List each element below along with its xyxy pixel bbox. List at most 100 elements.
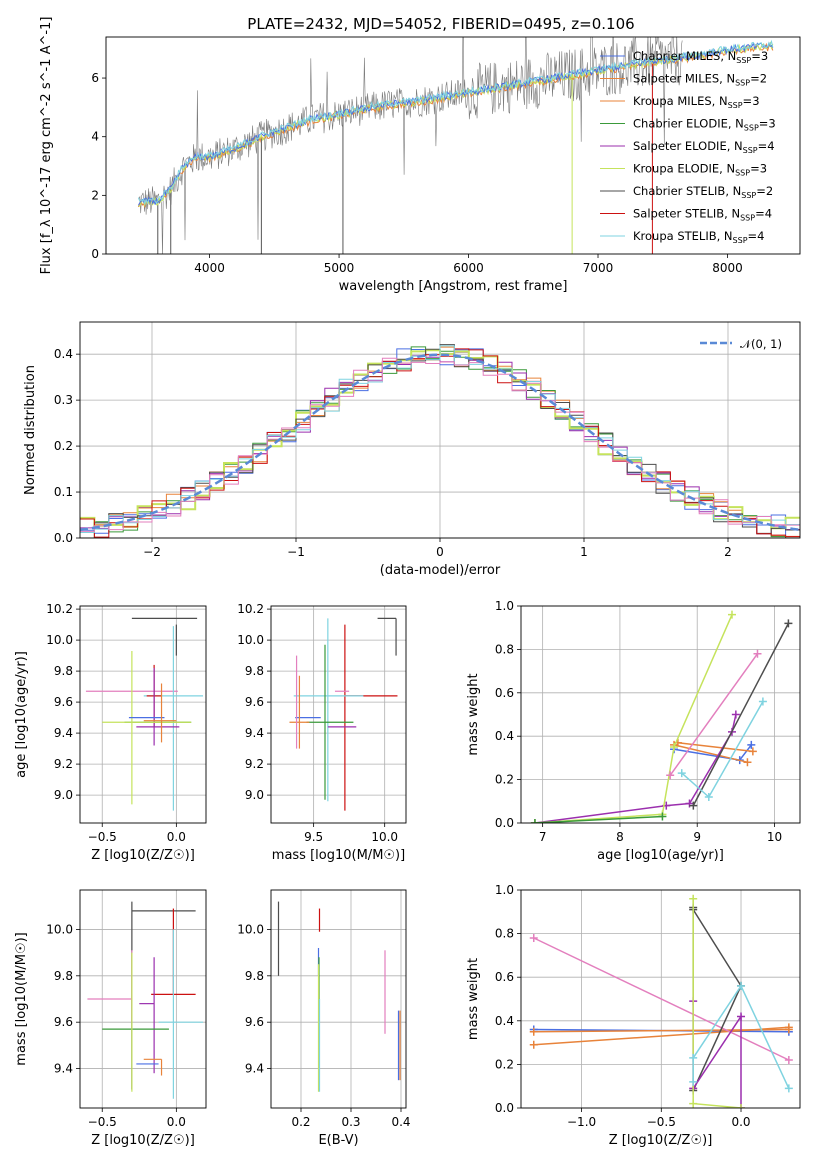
series-line bbox=[534, 614, 733, 823]
y-tick-label: 0.6 bbox=[495, 686, 514, 700]
legend-equals: = bbox=[748, 229, 758, 243]
y-tick-label: 9.6 bbox=[245, 695, 264, 709]
y-tick-label: 9.2 bbox=[245, 757, 264, 771]
x-tick-label: 2 bbox=[724, 545, 732, 559]
series-line bbox=[692, 907, 742, 1091]
y-tick-label: 0.6 bbox=[495, 970, 514, 984]
y-tick-label: 0.0 bbox=[495, 816, 514, 830]
legend-nssp-prefix: , N bbox=[724, 207, 740, 221]
x-tick-label: 10.0 bbox=[371, 830, 398, 844]
y-tick-label: 0.1 bbox=[54, 485, 73, 499]
legend-subscript: SSP bbox=[740, 214, 755, 223]
legend-nssp: 2 bbox=[760, 72, 767, 86]
legend-nssp: 2 bbox=[766, 184, 773, 198]
series-line bbox=[534, 714, 737, 823]
x-tick-label: 4000 bbox=[194, 261, 225, 275]
x-axis-label: Z [log10(Z/Z☉)] bbox=[91, 1133, 195, 1148]
y-tick-label: 9.2 bbox=[54, 757, 73, 771]
y-axis-label: mass weight bbox=[466, 673, 481, 755]
legend-nssp: 3 bbox=[761, 49, 768, 63]
legend-nssp-prefix: , N bbox=[728, 117, 744, 131]
x-axis-label: age [log10(age/yr)] bbox=[597, 848, 724, 863]
legend-nssp-prefix: , N bbox=[712, 94, 728, 108]
legend: 𝒩(0, 1) bbox=[700, 337, 782, 351]
y-tick-label: 4 bbox=[91, 130, 99, 144]
axes-frame bbox=[105, 36, 801, 255]
axes-frame bbox=[520, 605, 801, 824]
legend-subscript: SSP bbox=[741, 191, 756, 200]
plot-area bbox=[529, 894, 793, 1108]
series-marker bbox=[658, 812, 667, 821]
y-tick-label: 9.4 bbox=[245, 726, 264, 740]
series-marker bbox=[727, 610, 736, 619]
legend-equals: = bbox=[743, 94, 753, 108]
y-tick-label: 0 bbox=[91, 247, 99, 261]
series-line bbox=[669, 653, 759, 776]
y-axis-label: mass [log10(M/M☉)] bbox=[14, 932, 29, 1065]
x-axis-label: mass [log10(M/M☉)] bbox=[272, 848, 405, 863]
x-tick-label: 0 bbox=[436, 545, 444, 559]
y-tick-label: 6 bbox=[91, 71, 99, 85]
y-tick-label: 0.3 bbox=[54, 393, 73, 407]
legend-nssp-prefix: , N bbox=[725, 184, 741, 198]
y-tick-label: 0.8 bbox=[495, 642, 514, 656]
legend-subscript: SSP bbox=[733, 236, 748, 245]
series-marker bbox=[529, 1040, 538, 1049]
series-marker bbox=[784, 619, 793, 628]
grid bbox=[271, 606, 406, 823]
legend-label: Chabrier ELODIE, NSSP=3 bbox=[633, 117, 776, 133]
y-tick-label: 1.0 bbox=[495, 883, 514, 897]
series-marker bbox=[737, 981, 746, 990]
x-tick-label: 9.5 bbox=[304, 830, 323, 844]
x-tick-label: 0.3 bbox=[341, 1115, 360, 1129]
x-tick-label: 0.0 bbox=[167, 1115, 186, 1129]
legend-label: Salpeter MILES, NSSP=2 bbox=[633, 72, 767, 88]
legend-name: Salpeter ELODIE bbox=[633, 139, 727, 153]
ticks: 4000 5000 6000 7000 8000 0 2 4 6 bbox=[91, 71, 742, 275]
y-tick-label: 9.0 bbox=[54, 788, 73, 802]
axes-frame bbox=[520, 889, 801, 1109]
series-marker bbox=[753, 649, 762, 658]
grid bbox=[271, 890, 406, 1108]
plot-area bbox=[80, 344, 800, 538]
y-tick-label: 9.0 bbox=[245, 788, 264, 802]
series-line bbox=[692, 623, 790, 806]
x-tick-label: −0.5 bbox=[647, 1115, 676, 1129]
legend-name: Kroupa MILES bbox=[633, 94, 712, 108]
figure-title: PLATE=2432, MJD=54052, FIBERID=0495, z=0… bbox=[247, 15, 634, 33]
x-axis-label: wavelength [Angstrom, rest frame] bbox=[339, 279, 568, 294]
x-tick-label: 0.4 bbox=[391, 1115, 410, 1129]
legend-equals: = bbox=[758, 139, 768, 153]
x-tick-label: 7 bbox=[539, 830, 547, 844]
ticks: −0.5 0.0 9.0 9.2 9.4 9.6 9.8 10.0 10.2 bbox=[46, 602, 186, 844]
legend-nssp-prefix: , N bbox=[719, 72, 735, 86]
model-line bbox=[137, 39, 774, 206]
panel-residuals: −2 −1 0 1 2 0.0 0.1 0.2 0.3 0.4 Normed distributio… bbox=[23, 321, 801, 578]
series-marker bbox=[689, 801, 698, 810]
legend-equals: = bbox=[759, 117, 769, 131]
x-tick-label: 0.0 bbox=[167, 830, 186, 844]
x-tick-label: −0.5 bbox=[88, 830, 117, 844]
ticks: 0.2 0.3 0.4 9.4 9.6 9.8 10.0 bbox=[237, 922, 410, 1129]
legend-name: Chabrier MILES bbox=[633, 49, 720, 63]
y-tick-label: 2 bbox=[91, 188, 99, 202]
series-line bbox=[677, 741, 753, 753]
y-tick-label: 10.2 bbox=[46, 602, 73, 616]
y-tick-label: 10.0 bbox=[237, 633, 264, 647]
axes-frame bbox=[79, 321, 801, 539]
y-axis-label: age [log10(age/yr)] bbox=[14, 651, 29, 778]
y-tick-label: 9.6 bbox=[54, 1015, 73, 1029]
series-marker bbox=[784, 1084, 793, 1093]
series-marker bbox=[689, 1099, 698, 1108]
panel-age-vs-mass: 9.5 10.0 9.0 9.2 9.4 9.6 9.8 10.0 10.2 mass [log1… bbox=[237, 602, 407, 863]
plot-layer: 4000 5000 6000 7000 8000 0 2 4 6 Flux [f_λ 10^-17… bbox=[14, 17, 801, 1148]
axes-frame bbox=[270, 605, 407, 824]
legend-equals: = bbox=[750, 72, 760, 86]
x-tick-label: −1 bbox=[287, 545, 305, 559]
series-marker bbox=[758, 697, 767, 706]
legend-name: Salpeter STELIB bbox=[633, 207, 724, 221]
legend-label: Kroupa STELIB, NSSP=4 bbox=[633, 229, 765, 245]
legend-label: Salpeter ELODIE, NSSP=4 bbox=[633, 139, 775, 155]
legend-label: 𝒩(0, 1) bbox=[740, 337, 782, 351]
